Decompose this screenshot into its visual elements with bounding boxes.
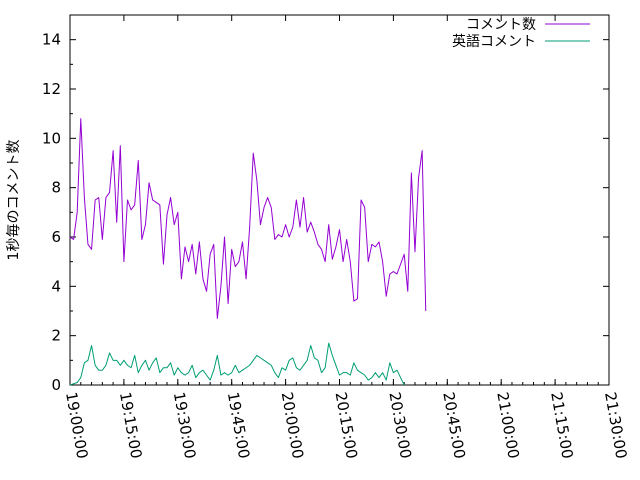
x-tick-label: 19:00:00	[62, 391, 91, 460]
x-tick-label: 19:15:00	[116, 391, 145, 460]
y-tick-label: 0	[51, 376, 61, 394]
y-tick-label: 4	[51, 277, 61, 295]
series-line-0	[69, 118, 427, 319]
x-tick-label: 19:30:00	[170, 391, 199, 460]
x-tick-label: 21:15:00	[547, 391, 576, 460]
y-tick-label: 10	[42, 129, 61, 147]
y-tick-label: 2	[51, 327, 61, 345]
x-tick-label: 20:15:00	[332, 391, 361, 460]
x-axis: 19:00:00 19:15:00 19:30:00 19:45:00 20:00:00…	[62, 15, 630, 460]
plot-frame	[69, 14, 610, 386]
x-tick-label: 21:00:00	[493, 391, 522, 460]
series-layer	[69, 118, 427, 386]
x-tick-label: 20:45:00	[439, 391, 468, 460]
y-tick-label: 8	[51, 179, 61, 197]
y-tick-label: 6	[51, 228, 61, 246]
legend-label-0: コメント数	[466, 17, 536, 33]
x-tick-label: 20:00:00	[278, 391, 307, 460]
y-tick-label: 12	[42, 80, 61, 98]
series-line-1	[69, 342, 405, 386]
plot-area	[69, 14, 610, 386]
x-tick-label: 19:45:00	[224, 391, 253, 460]
y-tick-label: 14	[42, 31, 61, 49]
y-axis-label: 1秒毎のコメント数	[6, 140, 22, 261]
legend-label-1: 英語コメント	[452, 33, 536, 50]
x-tick-label: 20:30:00	[385, 391, 414, 460]
y-axis: 0 2 4 6 8 10 12 14	[42, 31, 609, 394]
x-tick-label: 21:30:00	[601, 391, 630, 460]
